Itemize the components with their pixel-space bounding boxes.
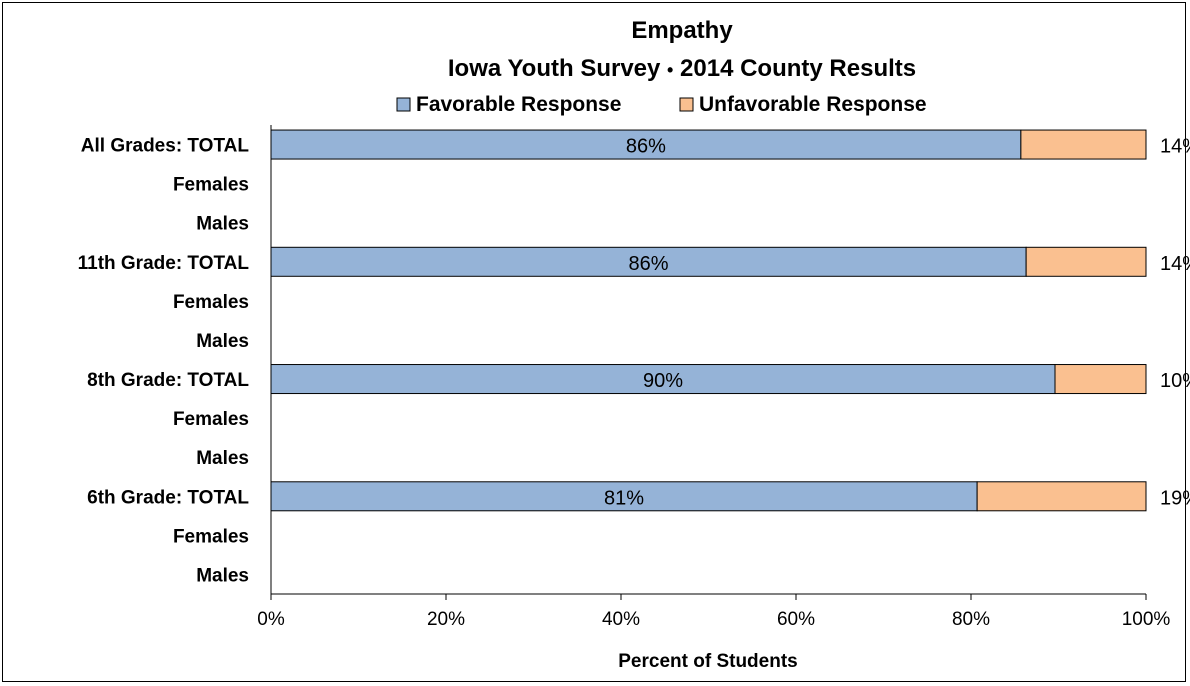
- x-tick-label: 100%: [1122, 609, 1171, 630]
- legend-swatch-favorable: [396, 97, 411, 112]
- category-label: Males: [196, 448, 249, 469]
- subtitle-part1: Iowa Youth Survey: [448, 55, 661, 82]
- x-tick-label: 40%: [602, 609, 640, 630]
- legend-label-unfavorable: Unfavorable Response: [699, 93, 927, 116]
- subtitle-part2: 2014 County Results: [680, 55, 916, 82]
- bar-favorable: [270, 129, 1022, 160]
- x-tick-label: 0%: [257, 609, 285, 630]
- legend-swatch-unfavorable: [679, 97, 694, 112]
- legend: Favorable Response Unfavorable Response: [396, 93, 927, 116]
- bar-unfavorable: [1054, 364, 1147, 395]
- data-label-unfavorable: 14%: [1160, 253, 1190, 275]
- category-label: 11th Grade: TOTAL: [78, 253, 250, 274]
- category-label: 6th Grade: TOTAL: [87, 487, 249, 508]
- category-label: Males: [196, 565, 249, 586]
- plot-area: 0% 20% 40% 60% 80% 100% All Grades: TOTAL 86% 14…: [78, 125, 1190, 630]
- data-label-unfavorable: 14%: [1160, 136, 1190, 158]
- data-label-unfavorable: 10%: [1160, 370, 1190, 392]
- category-label: Males: [196, 214, 249, 235]
- x-axis-title: Percent of Students: [618, 651, 797, 672]
- category-label: All Grades: TOTAL: [81, 136, 250, 157]
- data-label-favorable: 81%: [604, 487, 644, 509]
- data-label-favorable: 86%: [629, 253, 669, 275]
- chart-subtitle: Iowa Youth Survey • 2014 County Results: [448, 55, 916, 82]
- category-label: Females: [173, 409, 249, 430]
- category-label: Males: [196, 331, 249, 352]
- subtitle-separator: •: [667, 60, 673, 80]
- x-tick-label: 60%: [777, 609, 815, 630]
- x-tick-label: 20%: [427, 609, 465, 630]
- category-label: Females: [173, 175, 249, 196]
- bar-unfavorable: [976, 481, 1147, 512]
- x-tick-label: 80%: [952, 609, 990, 630]
- category-label: Females: [173, 292, 249, 313]
- data-label-unfavorable: 19%: [1160, 487, 1190, 509]
- data-label-favorable: 86%: [626, 136, 666, 158]
- legend-label-favorable: Favorable Response: [416, 93, 621, 116]
- chart-title: Empathy: [631, 17, 733, 44]
- category-label: 8th Grade: TOTAL: [87, 370, 249, 391]
- category-label: Females: [173, 526, 249, 547]
- bar-unfavorable: [1020, 129, 1147, 160]
- bar-unfavorable: [1025, 246, 1147, 277]
- data-label-favorable: 90%: [643, 370, 683, 392]
